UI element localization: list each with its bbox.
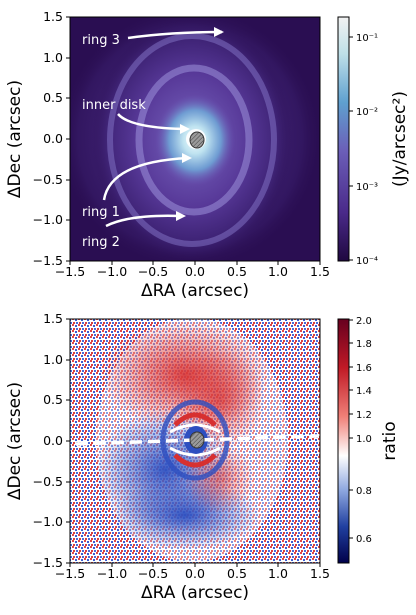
colorbar-tick-label: 10⁻⁴ xyxy=(356,256,378,267)
annotation-label: ring 3 xyxy=(82,33,120,48)
y-tick-label: 0.0 xyxy=(43,433,63,448)
y-tick-label: −1.0 xyxy=(33,514,63,529)
colorbar-1-ticks xyxy=(349,36,353,261)
annotation-ring-2: ring 2 xyxy=(82,211,186,250)
x-tick-label: 0.0 xyxy=(185,264,205,279)
colorbar-2-ticks xyxy=(349,319,353,539)
panel-2-x-tick-labels: −1.5 −1.0 −0.5 0.0 0.5 1.0 1.5 xyxy=(55,566,330,581)
y-tick-label: −1.5 xyxy=(33,253,63,268)
x-tick-label: −1.0 xyxy=(97,264,127,279)
annotation-inner-disk: inner disk xyxy=(82,98,190,134)
x-tick-label: 1.5 xyxy=(310,264,330,279)
colorbar-tick-label: 10⁻³ xyxy=(356,182,378,193)
x-tick-label: 0.5 xyxy=(227,264,247,279)
x-tick-label: −1.5 xyxy=(55,264,85,279)
panel-1-y-axis-label: ΔDec (arcsec) xyxy=(5,80,25,198)
colorbar-tick-label: 1.0 xyxy=(356,434,372,445)
x-tick-label: 0.0 xyxy=(185,566,205,581)
y-tick-label: −1.0 xyxy=(33,212,63,227)
panel-1-x-axis-label: ΔRA (arcsec) xyxy=(141,281,249,301)
y-tick-label: 1.0 xyxy=(43,50,63,65)
colorbar-1-tick-labels: 10⁻¹ 10⁻² 10⁻³ 10⁻⁴ xyxy=(356,33,378,267)
colorbar-tick-label: 0.6 xyxy=(356,534,372,545)
y-tick-label: 0.5 xyxy=(43,90,63,105)
y-tick-label: 0.0 xyxy=(43,131,63,146)
colorbar-tick-label: 1.2 xyxy=(356,410,372,421)
panel-1-ticks xyxy=(66,16,321,265)
y-tick-label: −1.5 xyxy=(33,555,63,570)
major-axis-line xyxy=(75,434,319,446)
x-tick-label: 1.0 xyxy=(268,264,288,279)
beam-icon xyxy=(189,431,205,449)
panel-1-y-tick-labels: 1.5 1.0 0.5 0.0 −0.5 −1.0 −1.5 xyxy=(33,9,63,268)
colorbar-tick-label: 1.8 xyxy=(356,339,372,350)
y-tick-label: −0.5 xyxy=(33,474,63,489)
annotation-label: inner disk xyxy=(82,98,146,113)
x-tick-label: −0.5 xyxy=(138,566,168,581)
panel-2-y-axis-label: ΔDec (arcsec) xyxy=(5,382,25,500)
colorbar-tick-label: 2.0 xyxy=(356,316,372,327)
panel-1-x-tick-labels: −1.5 −1.0 −0.5 0.0 0.5 1.0 1.5 xyxy=(55,264,330,279)
colorbar-2 xyxy=(337,318,350,564)
y-tick-label: 1.5 xyxy=(43,311,63,326)
panel-2-y-tick-labels: 1.5 1.0 0.5 0.0 −0.5 −1.0 −1.5 xyxy=(33,311,63,570)
annotation-label: ring 1 xyxy=(82,205,120,220)
y-tick-label: −0.5 xyxy=(33,172,63,187)
annotation-ring-3: ring 3 xyxy=(82,27,224,48)
annotation-ring-1: ring 1 xyxy=(82,153,192,220)
colorbar-tick-label: 10⁻² xyxy=(356,107,378,118)
colorbar-1-label: (Jy/arcsec²) xyxy=(390,91,410,187)
panel-2-ticks xyxy=(66,318,321,567)
y-tick-label: 1.0 xyxy=(43,352,63,367)
colorbar-2-tick-labels: 2.0 1.8 1.6 1.4 1.2 1.0 0.8 0.6 xyxy=(356,316,372,545)
y-tick-label: 1.5 xyxy=(43,9,63,24)
y-tick-label: 0.5 xyxy=(43,392,63,407)
colorbar-2-label: ratio xyxy=(380,421,400,460)
beam-icon xyxy=(189,131,205,149)
x-tick-label: −1.5 xyxy=(55,566,85,581)
x-tick-label: 1.0 xyxy=(268,566,288,581)
colorbar-tick-label: 10⁻¹ xyxy=(356,33,378,44)
x-tick-label: 0.5 xyxy=(227,566,247,581)
colorbar-tick-label: 0.8 xyxy=(356,486,372,497)
x-tick-label: −1.0 xyxy=(97,566,127,581)
annotation-label: ring 2 xyxy=(82,235,120,250)
colorbar-tick-label: 1.4 xyxy=(356,386,372,397)
x-tick-label: 1.5 xyxy=(310,566,330,581)
x-tick-label: −0.5 xyxy=(138,264,168,279)
colorbar-tick-label: 1.6 xyxy=(356,363,372,374)
colorbar-1 xyxy=(337,16,350,262)
panel-2-x-axis-label: ΔRA (arcsec) xyxy=(141,583,249,603)
